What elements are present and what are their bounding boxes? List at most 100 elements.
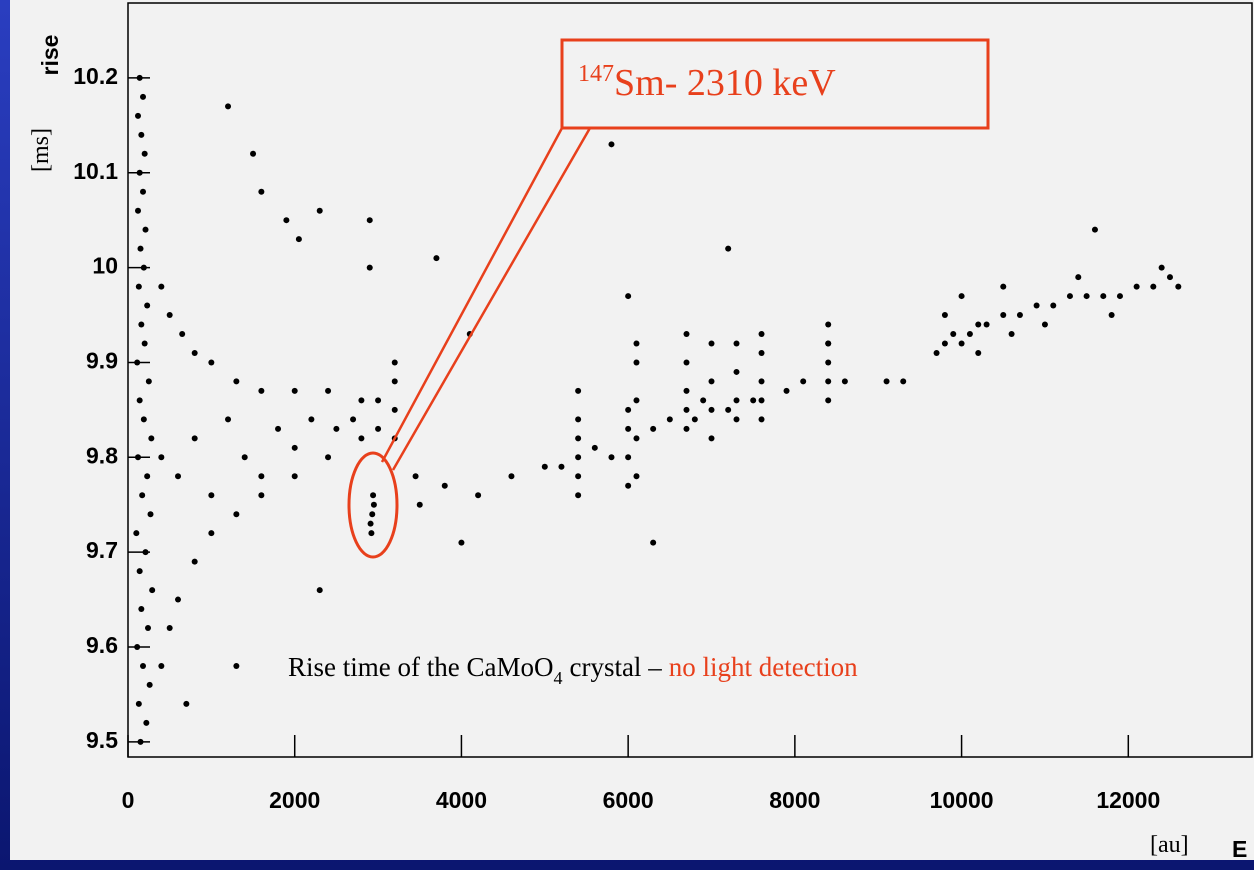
point — [241, 454, 248, 461]
point — [136, 397, 143, 404]
point — [391, 359, 398, 366]
point — [1150, 283, 1157, 290]
point — [1041, 321, 1048, 328]
point — [958, 340, 965, 347]
point — [258, 492, 265, 499]
point — [508, 473, 515, 480]
point — [633, 435, 640, 442]
point — [1158, 264, 1165, 271]
point — [225, 103, 232, 110]
point — [191, 349, 198, 356]
point — [358, 397, 365, 404]
point — [233, 662, 240, 669]
point — [135, 700, 142, 707]
point — [825, 321, 832, 328]
point — [140, 188, 147, 195]
point — [1000, 283, 1007, 290]
point — [941, 340, 948, 347]
point — [725, 406, 732, 413]
point — [725, 245, 732, 252]
point — [633, 359, 640, 366]
x-tick-label: 2000 — [269, 787, 320, 813]
caption-highlight: no light detection — [669, 652, 858, 682]
point — [841, 378, 848, 385]
point — [250, 150, 257, 157]
point — [900, 378, 907, 385]
point — [141, 340, 148, 347]
point — [275, 425, 282, 432]
y-axis-unit: [ms] — [28, 128, 54, 172]
point — [233, 378, 240, 385]
point — [758, 378, 765, 385]
point — [370, 501, 377, 508]
point — [183, 700, 190, 707]
x-tick-label: 8000 — [769, 787, 820, 813]
point — [325, 387, 332, 394]
point — [733, 368, 740, 375]
point — [291, 473, 298, 480]
caption-subscript: 4 — [553, 668, 562, 688]
point — [633, 397, 640, 404]
canvas — [10, 0, 1254, 860]
point — [144, 302, 151, 309]
caption-text: Rise time of the CaMoO — [288, 652, 553, 682]
x-tick-label: 10000 — [930, 787, 994, 813]
point — [1175, 283, 1182, 290]
point — [135, 207, 142, 214]
marks — [133, 74, 1182, 745]
point — [733, 340, 740, 347]
point — [666, 416, 673, 423]
point — [758, 331, 765, 338]
point — [1050, 302, 1057, 309]
point — [733, 397, 740, 404]
point — [975, 349, 982, 356]
point — [633, 473, 640, 480]
point — [333, 425, 340, 432]
point — [708, 340, 715, 347]
point — [1091, 226, 1098, 233]
point — [166, 625, 173, 632]
point — [291, 387, 298, 394]
point — [258, 188, 265, 195]
point — [208, 530, 215, 537]
annotation: 147Sm- 2310 keV — [578, 61, 836, 104]
point — [608, 141, 615, 148]
y-tick-label: 9.6 — [86, 632, 118, 658]
point — [350, 416, 357, 423]
point — [983, 321, 990, 328]
point — [295, 236, 302, 243]
point — [375, 397, 382, 404]
point — [158, 454, 165, 461]
callout-line — [380, 127, 564, 463]
point — [683, 425, 690, 432]
x-tick-label: 6000 — [603, 787, 654, 813]
point — [138, 321, 145, 328]
point — [1075, 274, 1082, 281]
point — [825, 378, 832, 385]
point — [1116, 293, 1123, 300]
point — [825, 340, 832, 347]
x-tick-label: 12000 — [1096, 787, 1160, 813]
point — [575, 454, 582, 461]
annotation-superscript: 147 — [578, 61, 614, 87]
point — [625, 293, 632, 300]
point — [208, 359, 215, 366]
point — [1108, 312, 1115, 319]
point — [175, 596, 182, 603]
point — [541, 463, 548, 470]
point — [316, 207, 323, 214]
point — [412, 473, 419, 480]
point — [143, 719, 150, 726]
point — [179, 331, 186, 338]
x-tick-label: 0 — [122, 787, 135, 813]
point — [683, 359, 690, 366]
point — [283, 217, 290, 224]
point — [316, 587, 323, 594]
point — [144, 473, 151, 480]
point — [369, 511, 376, 518]
point — [416, 501, 423, 508]
point — [575, 435, 582, 442]
y-tick-label: 10.2 — [73, 63, 118, 89]
point — [391, 378, 398, 385]
point — [138, 606, 145, 613]
